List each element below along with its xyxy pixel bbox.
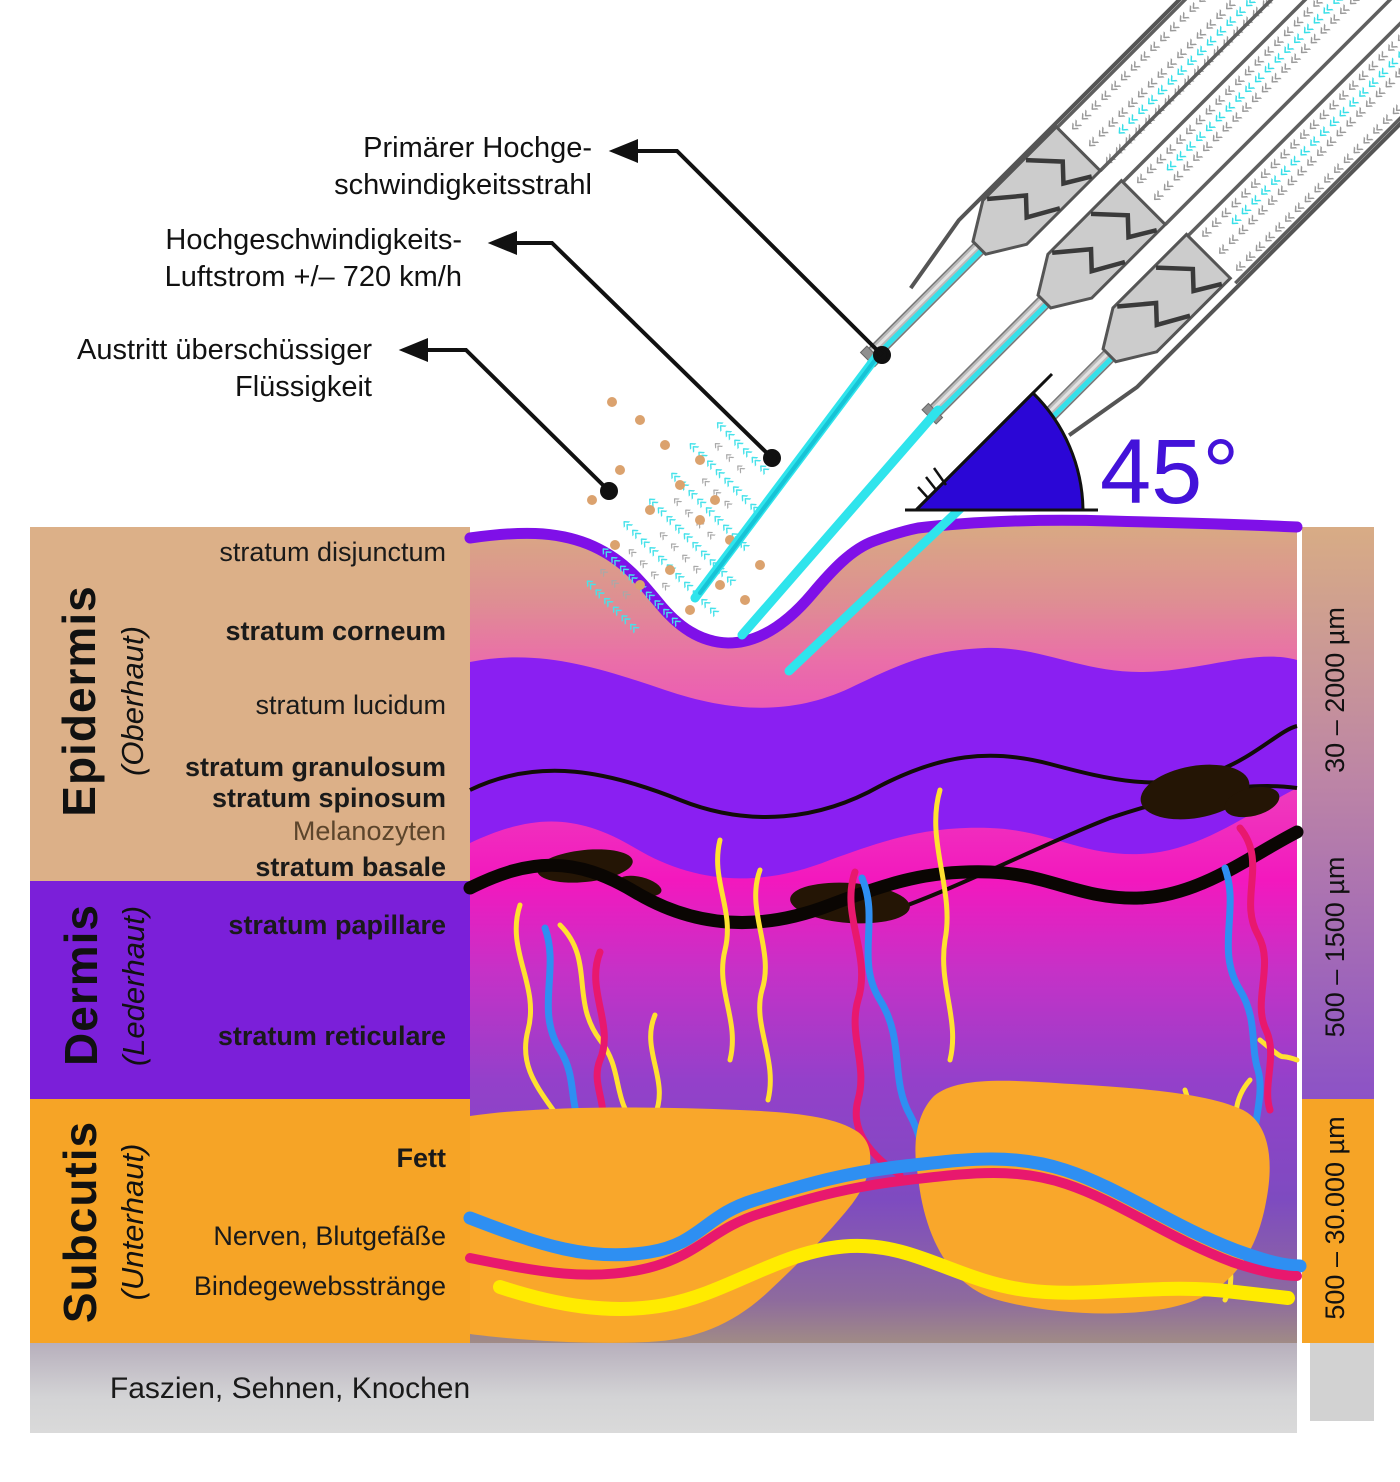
callout-fluid-exit: Austritt überschüssiger Flüssigkeit — [12, 332, 372, 406]
measure-bar — [1302, 527, 1374, 1343]
layer-stratum-disjunctum: stratum disjunctum — [219, 537, 446, 567]
stratum-basale-line — [463, 825, 1304, 929]
artery-thick — [465, 1167, 1302, 1281]
callout-airflow: Hochgeschwindigkeits- Luftstrom +/– 720 … — [62, 222, 462, 296]
layer-melanozyten: Melanozyten — [292, 816, 446, 846]
layer-stratum-lucidum: stratum lucidum — [255, 690, 446, 720]
callout-fluid-exit-line2: Flüssigkeit — [235, 371, 372, 403]
callout-primary-jet-line2: schwindigkeitsstrahl — [334, 169, 592, 201]
layer-fett: Fett — [396, 1143, 447, 1173]
layer-stratum-corneum: stratum corneum — [225, 616, 446, 646]
range-epidermis: 30 – 2000 µm — [1319, 607, 1350, 773]
skin-surface-line — [464, 514, 1303, 649]
layer-stratum-reticulare: stratum reticulare — [217, 1021, 446, 1051]
vein-thick — [463, 1152, 1307, 1273]
angle-value: 45° — [1100, 421, 1240, 523]
fascia-band-right — [1310, 1343, 1374, 1421]
nozzle-bodies — [971, 124, 1233, 364]
viable-epidermis-band — [470, 647, 1297, 879]
layer-stratum-papillare: stratum papillare — [228, 910, 446, 940]
fascia-label: Faszien, Sehnen, Knochen — [109, 1372, 471, 1405]
layer-stratum-spinosum: stratum spinosum — [211, 783, 446, 813]
angle-wedge — [905, 372, 1098, 512]
range-dermis: 500 – 1500 µm — [1319, 856, 1350, 1038]
layer-stratum-granulosum: stratum granulosum — [184, 752, 446, 782]
layer-nerven-blutgefaesse: Nerven, Blutgefäße — [213, 1221, 446, 1251]
nerve-thick — [493, 1238, 1295, 1316]
callout-primary-jet: Primärer Hochge- schwindigkeitsstrahl — [232, 130, 592, 204]
callout-airflow-line2: Luftstrom +/– 720 km/h — [164, 261, 462, 293]
fascia-band — [30, 1343, 1297, 1433]
callout-primary-jet-line1: Primärer Hochge- — [363, 132, 592, 164]
fluid-droplets — [587, 397, 765, 615]
arrow-fluid-exit — [398, 338, 618, 500]
subcutaneous-vessels — [463, 1152, 1307, 1316]
callout-arrows — [398, 139, 891, 500]
callout-airflow-line1: Hochgeschwindigkeits- — [165, 224, 462, 256]
legend-bands — [30, 527, 470, 1343]
arrow-airflow — [487, 231, 781, 467]
layer-stratum-basale: stratum basale — [255, 852, 446, 882]
layer-bindegewebsstraenge: Bindegewebsstränge — [193, 1271, 446, 1301]
callout-fluid-exit-line1: Austritt überschüssiger — [77, 334, 372, 366]
arrow-primary-jet — [608, 139, 891, 364]
range-subcutis: 500 – 30.000 µm — [1319, 1116, 1350, 1320]
excess-fluid-spray: »»»»»» »»»»»»»»» »»»»»»»»»»» »»»»»»»»»» … — [577, 414, 776, 641]
tissue-illustration — [463, 514, 1307, 1343]
